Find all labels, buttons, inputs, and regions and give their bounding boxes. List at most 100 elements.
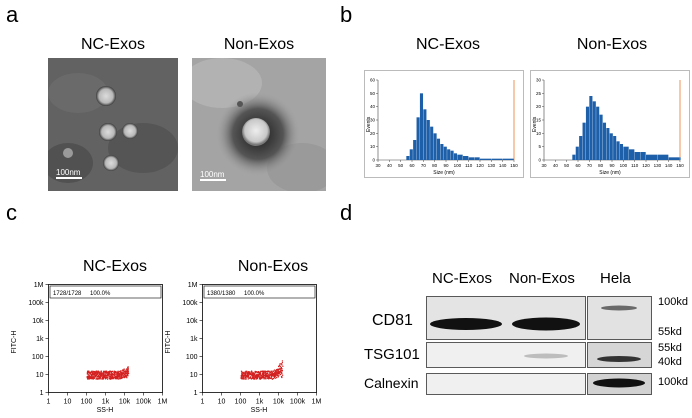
nta-xtick-label: 100 [454, 163, 462, 168]
wb-blot-calnexin-hela [587, 373, 652, 395]
nta-bar [440, 144, 444, 160]
nta-xtick-label: 70 [421, 163, 427, 168]
flow-xlabel-nc: SS-H [97, 407, 114, 414]
nta-xtick-label: 90 [609, 163, 615, 168]
nta-xtick-label: 60 [409, 163, 415, 168]
nta-bar [646, 154, 658, 160]
flow-ytick-label: 1k [36, 336, 44, 343]
nta-bar [680, 157, 681, 160]
nta-xtick-label: 110 [465, 163, 473, 168]
nta-bar [623, 146, 629, 160]
nta-ytick-label: 15 [536, 118, 542, 123]
tem-image-nc-exos: 100nm [48, 58, 178, 191]
nta-bar [640, 152, 646, 160]
flow-xtick-label: 10k [273, 399, 285, 406]
marker-100kd-calnexin: 100kd [658, 376, 688, 388]
wb-row-calnexin: Calnexin [364, 375, 419, 391]
marker-55kd-cd81: 55kd [658, 326, 682, 338]
nta-xtick-label: 120 [476, 163, 484, 168]
flow-xtick-label: 10k [119, 399, 131, 406]
wb-row-tsg101: TSG101 [364, 346, 420, 363]
nta-bar [426, 120, 430, 160]
nta-bar [491, 158, 503, 160]
nta-bar [457, 154, 463, 160]
nta-bar [474, 157, 480, 160]
flow-ytick-label: 1k [190, 336, 198, 343]
flow-xtick-label: 1 [47, 399, 51, 406]
nta-bar [450, 150, 454, 160]
nta-xtick-label: 100 [620, 163, 628, 168]
nta-xtick-label: 50 [564, 163, 570, 168]
nta-ytick-label: 25 [536, 91, 542, 96]
flow-ytick-label: 10 [36, 372, 44, 379]
flow-ytick-label: 100 [186, 354, 198, 361]
nta-bar [413, 140, 417, 160]
nta-bar [419, 93, 424, 160]
nta-ytick-label: 60 [370, 78, 376, 83]
nta-bar [436, 138, 441, 160]
nta-bar [606, 128, 610, 160]
nta-xtick-label: 30 [541, 163, 547, 168]
flow-ytick-label: 1 [194, 390, 198, 397]
marker-40kd-tsg101: 40kd [658, 356, 682, 368]
flow-ylabel-non: FITC-H [165, 331, 172, 354]
nta-bar [592, 101, 596, 160]
panel-letter-d: d [340, 200, 353, 225]
nta-bar [599, 114, 603, 160]
nta-xtick-label: 70 [587, 163, 593, 168]
nta-bar [406, 156, 410, 160]
flow-xtick-label: 1M [312, 399, 322, 406]
nta-caption-non: Non-Exos [576, 36, 648, 53]
nta-xtick-label: 140 [665, 163, 673, 168]
flow-xtick-label: 1k [102, 399, 110, 406]
nta-ytick-label: 20 [370, 131, 376, 136]
nta-xlabel-nc: Size (nm) [433, 170, 455, 176]
nta-bar [657, 154, 669, 160]
gate-pct-non: 100.0% [244, 291, 265, 297]
nta-bar [447, 149, 451, 160]
nta-xlabel-non: Size (nm) [599, 170, 621, 176]
marker-100kd-cd81: 100kd [658, 296, 688, 308]
nta-xtick-label: 110 [631, 163, 639, 168]
flow-ytick-label: 10k [32, 318, 44, 325]
flow-xlabel-non: SS-H [251, 407, 268, 414]
gate-count-non: 1380/1380 [207, 291, 236, 297]
nta-xtick-label: 150 [510, 163, 518, 168]
nta-xtick-label: 120 [642, 163, 650, 168]
flow-ytick-label: 1 [40, 390, 44, 397]
nta-ylabel-nc: Events [366, 116, 372, 132]
nta-bar [613, 136, 617, 160]
nta-bar [502, 158, 514, 160]
flow-xtick-label: 100 [235, 399, 247, 406]
nta-bar [589, 96, 593, 160]
panel-letter-b: b [340, 2, 353, 27]
wb-blot-cd81-exos [426, 296, 586, 340]
tem-caption-nc: NC-Exos [80, 36, 145, 53]
nta-ytick-label: 0 [372, 158, 375, 163]
nta-xtick-label: 50 [398, 163, 404, 168]
nta-ytick-label: 20 [536, 104, 542, 109]
flow-xtick-label: 1k [256, 399, 264, 406]
nta-bar [609, 133, 613, 160]
wb-col-nc-exos: NC-Exos [432, 270, 493, 287]
nta-bar [619, 144, 624, 160]
flow-xtick-label: 1M [158, 399, 168, 406]
flow-ytick-label: 100 [32, 354, 44, 361]
nta-xtick-label: 40 [387, 163, 393, 168]
flow-xtick-label: 100 [81, 399, 93, 406]
panel-letter-c: c [6, 200, 17, 225]
nta-xtick-label: 150 [676, 163, 684, 168]
nta-bar [453, 153, 458, 160]
flow-plot-nc-exos: 1728/1728 100.0% 1 10 100 1k 10k 100k 1M 1 10 100… [11, 282, 168, 414]
nta-bar [579, 136, 583, 160]
nta-ytick-label: 5 [538, 144, 541, 149]
nta-bar [480, 158, 492, 160]
scale-bar-label-nc: 100nm [56, 168, 81, 177]
flow-caption-non: Non-Exos [237, 258, 309, 275]
tem-image-non-exos: 100nm [192, 58, 326, 191]
nta-histogram-non-exos: 0 5 10 15 20 25 30 30 40 50 60 70 80 90 100 110 120 130 14… [530, 70, 690, 178]
flow-caption-nc: NC-Exos [82, 258, 147, 275]
nta-bar [416, 117, 420, 160]
nta-bar [585, 106, 590, 160]
flow-xtick-label: 100k [136, 399, 152, 406]
